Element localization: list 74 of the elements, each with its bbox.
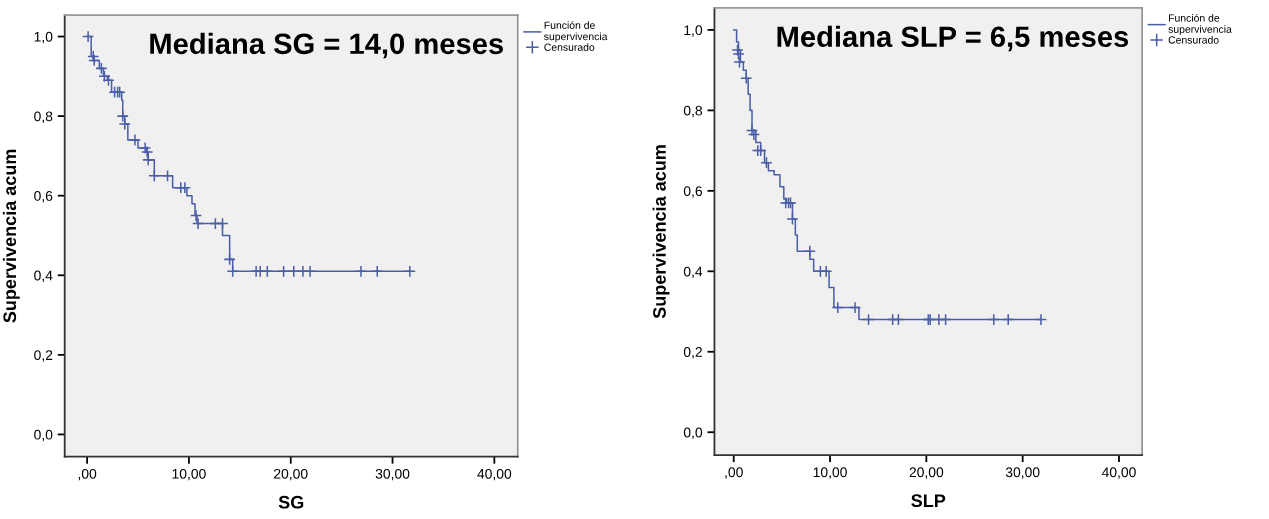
point [191, 217, 205, 230]
point [102, 74, 115, 87]
x-tick-label: 20,00 [274, 468, 308, 481]
x-axis-title: SG [278, 495, 304, 509]
point [226, 265, 239, 278]
x-tick-label: 40,00 [1101, 467, 1136, 479]
y-tick-label: 0,8 [683, 105, 703, 118]
annotation: Mediana SG = 14,0 meses [150, 32, 503, 59]
point [732, 47, 745, 61]
point [1034, 313, 1048, 326]
y-tick-label: 0,0 [683, 427, 703, 440]
legend-label: Censurado [544, 43, 595, 51]
legend-label: Función de supervivencia [1168, 13, 1232, 35]
x-tick-label: 20,00 [909, 467, 944, 479]
y-tick-label: 0,4 [34, 270, 53, 283]
point [118, 117, 131, 131]
y-tick-label: 0,6 [683, 186, 703, 198]
point [128, 133, 142, 147]
point [1002, 313, 1015, 326]
point [142, 153, 155, 167]
point [88, 54, 101, 67]
point [740, 72, 753, 85]
point [261, 265, 274, 278]
point [178, 181, 191, 194]
y-tick-label: 1,0 [34, 31, 53, 44]
point [403, 265, 416, 278]
point [303, 265, 317, 278]
point [760, 156, 773, 169]
x-tick-label: 10,00 [172, 468, 206, 481]
x-tick-label: 30,00 [1005, 467, 1040, 479]
point [987, 313, 1000, 326]
point [803, 245, 816, 258]
legend-label: Censurado [1168, 36, 1219, 44]
point [141, 145, 154, 159]
point [862, 313, 875, 326]
point [786, 212, 799, 226]
y-tick-label: 0,0 [34, 429, 53, 442]
point [939, 313, 952, 326]
point [223, 253, 236, 266]
point [354, 265, 368, 278]
legend-label: Función de supervivencia [544, 21, 608, 43]
y-axis-title: Supervivencia acum [2, 149, 20, 323]
point [831, 301, 844, 314]
annotation: Mediana SLP = 6,5 meses [777, 25, 1129, 52]
point [189, 209, 203, 222]
point [892, 313, 905, 326]
point [148, 169, 161, 182]
point [81, 30, 95, 43]
point [87, 50, 100, 63]
x-tick-label: 10,00 [813, 467, 847, 479]
point [95, 62, 108, 75]
y-tick-label: 0,2 [34, 350, 53, 362]
x-tick-label: ,00 [78, 468, 97, 481]
point [848, 301, 862, 314]
point [371, 265, 384, 278]
point [287, 265, 300, 278]
x-tick-label: ,00 [725, 467, 743, 479]
y-tick-label: 0,8 [34, 111, 53, 123]
x-tick-label: 30,00 [375, 468, 410, 481]
point [98, 70, 111, 83]
y-tick-label: 1,0 [684, 25, 703, 37]
y-tick-label: 0,6 [34, 191, 53, 203]
point [216, 217, 229, 230]
point [277, 265, 290, 278]
y-tick-label: 0,2 [683, 347, 702, 359]
point [733, 55, 746, 69]
y-axis-title: Supervivencia acum [652, 145, 670, 319]
y-tick-label: 0,4 [683, 266, 703, 279]
point [116, 109, 129, 123]
point [747, 128, 761, 141]
point [745, 124, 759, 137]
x-tick-label: 40,00 [477, 468, 512, 481]
point [820, 265, 833, 278]
x-axis-title: SLP [911, 494, 946, 508]
